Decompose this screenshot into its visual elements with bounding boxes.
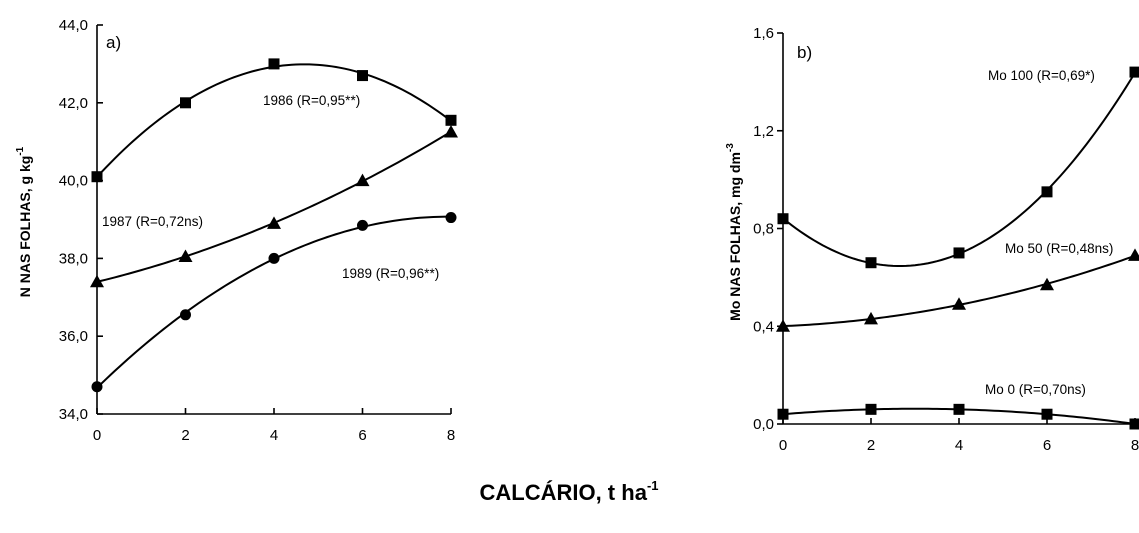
x-tick-label: 4 [955,437,963,454]
series-2: Mo 50 (R=0,48ns) [776,241,1139,332]
data-point [777,408,789,420]
y-tick-label: 1,6 [753,25,774,42]
data-point [445,212,457,224]
data-point [865,403,877,415]
data-point [1129,66,1139,78]
data-point [864,311,878,325]
panel-label: a) [106,33,121,52]
data-point [357,219,368,231]
series-3: 1989 (R=0,96**) [91,212,457,393]
x-tick-label: 0 [93,427,101,444]
data-point [952,297,966,310]
data-point [91,171,103,183]
series-label: 1989 (R=0,96**) [342,266,439,281]
y-tick-label: 38,0 [59,250,88,267]
series-label: Mo 50 (R=0,48ns) [1005,241,1113,256]
data-point [268,58,280,70]
data-point [776,319,790,332]
data-point [953,403,965,415]
series-1: Mo 100 (R=0,69*) [777,66,1139,269]
x-tick-label: 8 [447,427,455,444]
series-label: Mo 0 (R=0,70ns) [985,382,1086,397]
y-tick-label: 1,2 [753,123,774,140]
y-tick-label: 0,0 [753,416,774,433]
y-axis-title-superscript: -3 [725,143,736,152]
y-tick-label: 44,0 [59,17,88,34]
y-tick-label: 34,0 [59,406,88,423]
data-point [1040,277,1054,291]
series-label: 1987 (R=0,72ns) [102,214,203,229]
series-fit-curve [782,254,1136,328]
x-tick-label: 2 [181,427,189,444]
y-axis-title-superscript: -1 [15,146,26,155]
y-tick-label: 42,0 [59,95,88,112]
series-1: 1986 (R=0,95**) [91,58,457,183]
y-axis-title-main: N NAS FOLHAS, g kg [17,156,33,298]
data-point [180,97,191,109]
series-3: Mo 0 (R=0,70ns) [777,382,1139,430]
data-point [180,309,191,321]
y-axis-title: Mo NAS FOLHAS, mg dm-3 [725,143,743,321]
data-point [91,381,103,393]
chart-panel-b: 0,0 0,4 0,8 1,2 1,6 0 2 4 6 8 b) Mo NAS FOLHAS, mg … [725,25,1139,454]
x-tick-label: 8 [1131,437,1139,454]
y-tick-label: 0,8 [753,221,774,238]
y-axis-title-main: Mo NAS FOLHAS, mg dm [727,152,743,321]
y-tick-label: 40,0 [59,173,88,190]
data-point [1128,248,1139,261]
data-point [445,114,457,126]
series-fit-curve [96,63,452,178]
y-tick-label: 0,4 [753,318,774,335]
data-point [357,70,368,82]
x-tick-label: 6 [1043,437,1051,454]
data-point [267,216,281,229]
series-label: 1986 (R=0,95**) [263,93,360,108]
data-point [1041,186,1053,198]
data-point [865,257,877,269]
data-point [90,274,104,288]
data-point [178,249,193,262]
y-tick-label: 36,0 [59,328,88,345]
x-axis-title-main: CALCÁRIO, t ha [479,480,647,505]
series-2: 1987 (R=0,72ns) [90,124,458,288]
data-point [444,124,458,138]
data-point [1129,418,1139,430]
series-label: Mo 100 (R=0,69*) [988,68,1095,83]
data-point [355,173,370,187]
chart-panel-a: 34,0 36,0 38,0 40,0 42,0 44,0 0 2 4 6 8 a) N NAS FOL… [15,17,458,444]
data-point [268,252,280,264]
y-axis-title: N NAS FOLHAS, g kg-1 [15,146,33,297]
panel-label: b) [797,43,812,62]
x-tick-label: 0 [779,437,787,454]
series-fit-curve [782,72,1136,268]
x-axis-title: CALCÁRIO, t ha-1 [479,478,658,505]
x-tick-label: 6 [358,427,366,444]
series-fit-curve [96,215,451,389]
data-point [953,247,965,259]
data-point [777,213,789,225]
x-tick-label: 2 [867,437,875,454]
data-point [1041,408,1053,420]
x-tick-label: 4 [270,427,278,444]
x-axis-title-superscript: -1 [647,478,659,493]
